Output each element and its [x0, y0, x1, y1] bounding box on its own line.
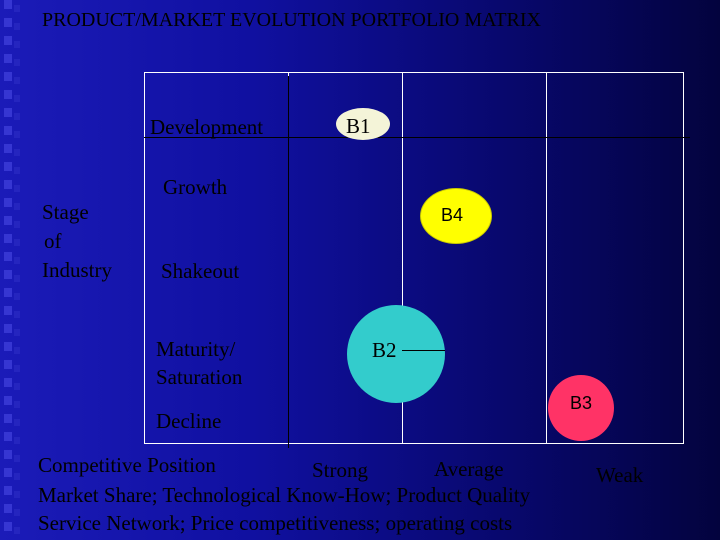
row-separator-development [144, 137, 690, 138]
stage-growth: Growth [163, 175, 228, 199]
column-divider-2 [402, 72, 403, 444]
bubble-b3-label: B3 [570, 393, 593, 413]
bubble-b2-pointer [402, 350, 445, 351]
position-strong: Strong [312, 458, 369, 482]
stage-decline: Decline [156, 409, 222, 433]
stage-development: Development [150, 115, 264, 139]
matrix-border-top [144, 72, 684, 73]
stage-saturation: Saturation [156, 365, 243, 389]
position-weak: Weak [596, 463, 644, 487]
bubble-b3 [548, 375, 614, 441]
criteria-line-1: Market Share; Technological Know-How; Pr… [38, 483, 531, 507]
criteria-line-2: Service Network; Price competitiveness; … [38, 511, 513, 535]
stage-maturity: Maturity/ [156, 337, 236, 361]
bubble-b2 [347, 305, 445, 403]
position-average: Average [434, 457, 504, 481]
matrix-border-left [144, 72, 145, 444]
bubble-b4-label: B4 [441, 205, 464, 225]
bubble-b1 [336, 108, 390, 140]
bubble-b4 [420, 188, 492, 244]
y-axis-label-line3: Industry [42, 258, 112, 282]
column-divider-3 [546, 72, 547, 444]
page-title: PRODUCT/MARKET EVOLUTION PORTFOLIO MATRI… [42, 9, 541, 31]
matrix-border-bottom [144, 443, 684, 444]
column-line-strong [288, 76, 289, 448]
competitive-position-label: Competitive Position [38, 453, 216, 477]
bubble-b1-label: B1 [346, 114, 371, 138]
decorative-left-stripe [0, 0, 22, 540]
y-axis-label-line1: Stage [42, 200, 89, 224]
stage-shakeout: Shakeout [161, 259, 240, 283]
matrix-border-right [683, 72, 684, 444]
bubble-b2-label: B2 [372, 338, 397, 362]
y-axis-label-line2: of [44, 229, 62, 253]
